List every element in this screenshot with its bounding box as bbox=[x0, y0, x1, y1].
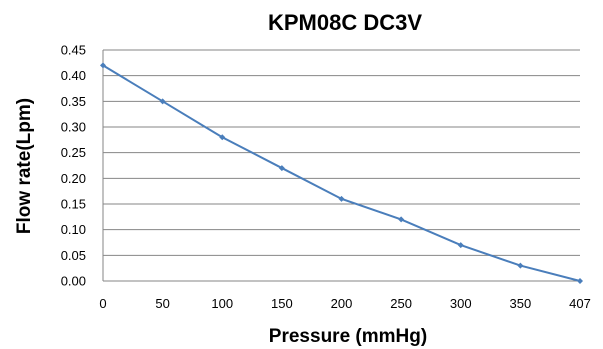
data-point bbox=[338, 195, 345, 202]
x-tick-label: 350 bbox=[510, 296, 532, 311]
series-line bbox=[102, 64, 581, 282]
y-tick-label: 0.00 bbox=[61, 274, 86, 289]
y-tick-label: 0.45 bbox=[61, 43, 86, 58]
x-tick-labels: 0 50 100 150 200 250 300 350 407 bbox=[99, 296, 590, 311]
data-point bbox=[577, 278, 583, 284]
y-tick-label: 0.25 bbox=[61, 145, 86, 160]
x-tick-label: 100 bbox=[211, 296, 233, 311]
y-axis-title: Flow rate(Lpm) bbox=[14, 98, 35, 234]
y-tick-label: 0.15 bbox=[61, 197, 86, 212]
x-tick-label: 407 bbox=[569, 296, 591, 311]
x-axis-title: Pressure (mmHg) bbox=[269, 326, 427, 347]
data-point bbox=[457, 242, 464, 249]
y-tick-label: 0.30 bbox=[61, 120, 86, 135]
x-tick-label: 0 bbox=[99, 296, 106, 311]
gridlines bbox=[103, 49, 580, 256]
y-tick-label: 0.10 bbox=[61, 222, 86, 237]
data-point bbox=[219, 134, 226, 141]
series-group bbox=[100, 62, 583, 284]
data-point bbox=[278, 165, 285, 172]
y-tick-label: 0.35 bbox=[61, 94, 86, 109]
x-tick-label: 150 bbox=[271, 296, 293, 311]
y-tick-labels: 0.00 0.05 0.10 0.15 0.20 0.25 0.30 0.35 0.40 0.45 bbox=[61, 43, 86, 289]
data-point bbox=[159, 98, 166, 105]
y-tick-label: 0.40 bbox=[61, 68, 86, 83]
x-tick-label: 50 bbox=[155, 296, 169, 311]
data-point bbox=[398, 216, 405, 223]
data-point bbox=[100, 62, 106, 69]
x-tick-label: 250 bbox=[390, 296, 412, 311]
x-tick-label: 200 bbox=[331, 296, 353, 311]
chart-title: KPM08C DC3V bbox=[268, 10, 422, 35]
x-tick-label: 300 bbox=[450, 296, 472, 311]
y-tick-label: 0.20 bbox=[61, 171, 86, 186]
y-tick-label: 0.05 bbox=[61, 248, 86, 263]
data-point bbox=[517, 262, 524, 269]
